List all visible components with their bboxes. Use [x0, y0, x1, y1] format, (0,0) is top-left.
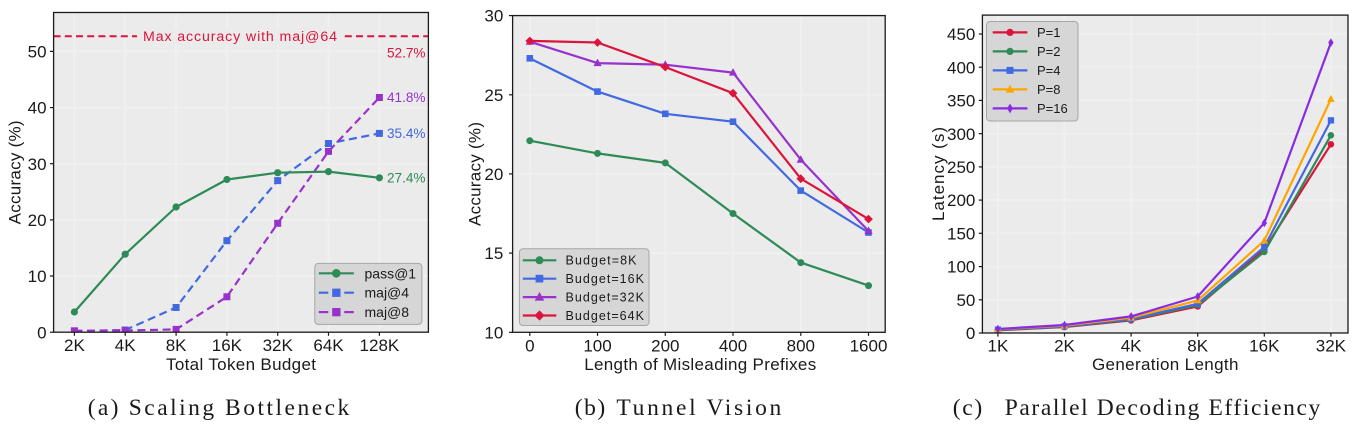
svg-text:350: 350	[947, 92, 975, 111]
svg-text:800: 800	[787, 336, 815, 355]
svg-text:Generation Length: Generation Length	[1092, 355, 1239, 374]
svg-text:Length of Misleading Prefixes: Length of Misleading Prefixes	[584, 355, 816, 374]
svg-text:P=4: P=4	[1037, 63, 1061, 78]
svg-text:100: 100	[583, 336, 611, 355]
svg-text:50: 50	[28, 43, 47, 62]
svg-text:0: 0	[966, 324, 975, 343]
svg-text:40: 40	[28, 99, 47, 118]
svg-text:P=1: P=1	[1037, 25, 1061, 40]
svg-text:50: 50	[956, 291, 975, 310]
svg-text:Accuracy (%): Accuracy (%)	[6, 120, 25, 224]
svg-text:P=2: P=2	[1037, 44, 1061, 59]
svg-text:41.8%: 41.8%	[387, 90, 426, 105]
svg-text:4K: 4K	[115, 336, 136, 355]
svg-text:300: 300	[947, 125, 975, 144]
svg-text:64K: 64K	[313, 336, 344, 355]
svg-text:450: 450	[947, 25, 975, 44]
svg-text:maj@4: maj@4	[365, 285, 410, 301]
svg-text:(c): (c)	[953, 395, 983, 421]
svg-text:Budget=16K: Budget=16K	[566, 272, 645, 286]
svg-text:20: 20	[484, 165, 503, 184]
svg-text:100: 100	[947, 258, 975, 277]
svg-text:16K: 16K	[212, 336, 243, 355]
svg-text:16K: 16K	[1249, 337, 1280, 356]
svg-text:8K: 8K	[1187, 337, 1208, 356]
svg-text:8K: 8K	[166, 336, 187, 355]
svg-text:30: 30	[484, 7, 503, 26]
svg-text:200: 200	[651, 336, 679, 355]
svg-text:20: 20	[28, 211, 47, 230]
svg-text:400: 400	[947, 58, 975, 77]
svg-text:Budget=32K: Budget=32K	[566, 290, 645, 304]
svg-text:Parallel Decoding Efficiency: Parallel Decoding Efficiency	[1005, 395, 1321, 421]
svg-text:Latency (s): Latency (s)	[929, 127, 948, 221]
svg-text:25: 25	[484, 86, 503, 105]
svg-text:250: 250	[947, 158, 975, 177]
svg-text:150: 150	[947, 224, 975, 243]
svg-text:Total Token Budget: Total Token Budget	[166, 355, 316, 374]
svg-text:27.4%: 27.4%	[387, 171, 426, 186]
svg-text:200: 200	[947, 191, 975, 210]
svg-text:10: 10	[484, 323, 503, 342]
svg-text:P=16: P=16	[1037, 101, 1068, 116]
svg-text:0: 0	[37, 323, 46, 342]
svg-text:Max accuracy with maj@64: Max accuracy with maj@64	[143, 29, 337, 45]
svg-text:Budget=64K: Budget=64K	[566, 309, 645, 323]
svg-text:30: 30	[28, 155, 47, 174]
svg-text:pass@1: pass@1	[365, 265, 417, 281]
svg-text:52.7%: 52.7%	[387, 46, 426, 61]
svg-text:Scaling Bottleneck: Scaling Bottleneck	[129, 395, 350, 421]
svg-text:Budget=8K: Budget=8K	[566, 254, 638, 268]
svg-text:maj@8: maj@8	[365, 304, 410, 320]
svg-text:P=8: P=8	[1037, 82, 1061, 97]
svg-text:0: 0	[525, 336, 534, 355]
svg-text:15: 15	[484, 244, 503, 263]
svg-text:4K: 4K	[1121, 337, 1142, 356]
svg-text:400: 400	[719, 336, 747, 355]
svg-text:32K: 32K	[1316, 337, 1347, 356]
svg-text:Accuracy (%): Accuracy (%)	[466, 122, 485, 226]
svg-text:1K: 1K	[988, 337, 1009, 356]
svg-text:2K: 2K	[1054, 337, 1075, 356]
svg-text:35.4%: 35.4%	[387, 126, 426, 141]
svg-text:10: 10	[28, 267, 47, 286]
svg-text:Tunnel Vision: Tunnel Vision	[616, 395, 781, 421]
svg-text:(b): (b)	[575, 395, 606, 421]
svg-text:1600: 1600	[850, 336, 888, 355]
svg-text:128K: 128K	[360, 336, 400, 355]
svg-text:(a): (a)	[88, 395, 119, 421]
svg-text:32K: 32K	[263, 336, 294, 355]
svg-text:2K: 2K	[64, 336, 85, 355]
